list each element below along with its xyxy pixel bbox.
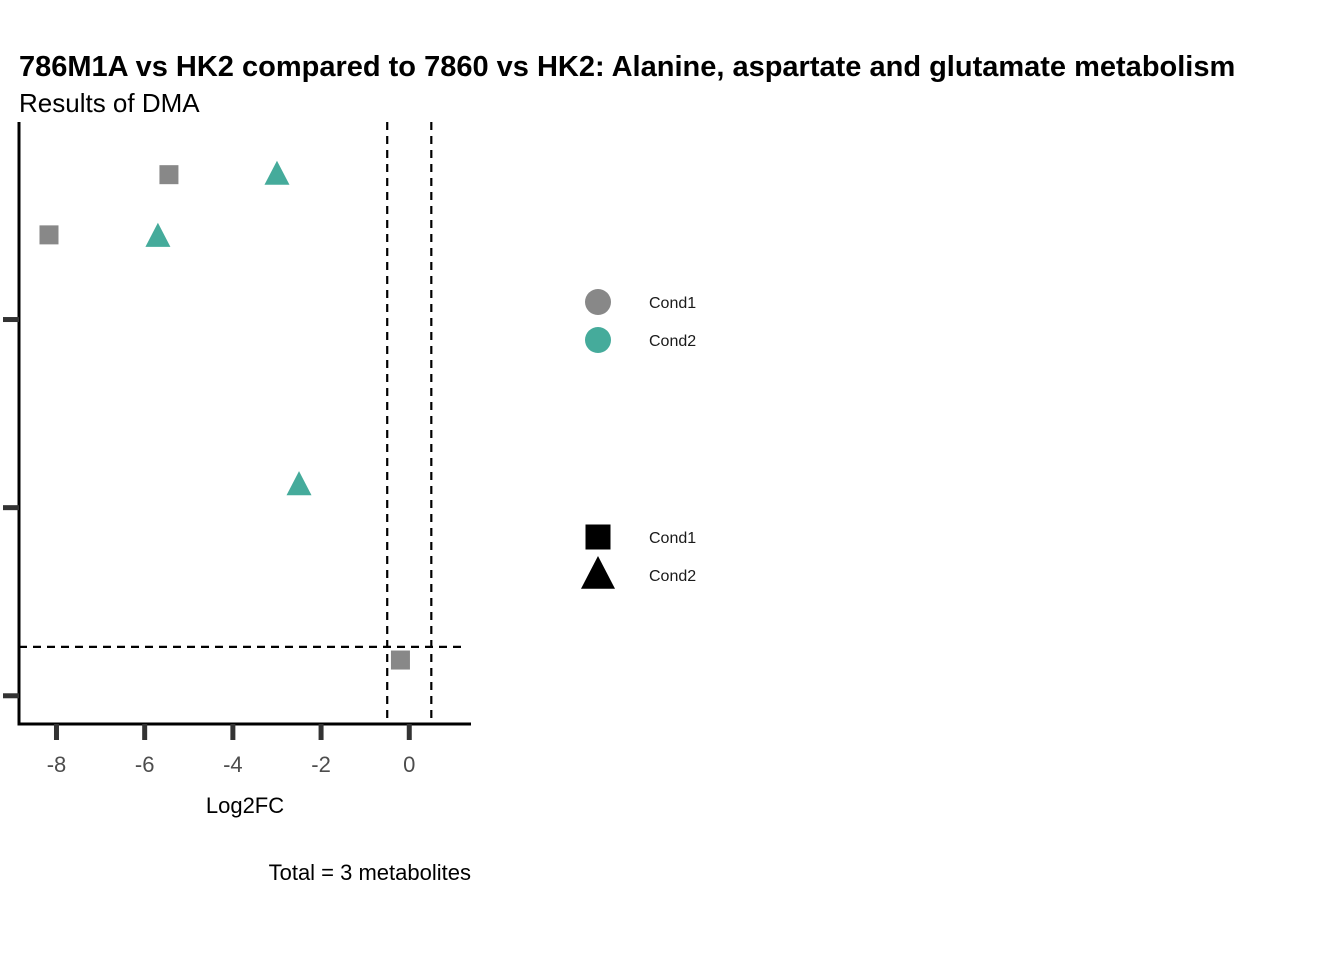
data-point-square [39, 225, 59, 245]
data-point-triangle [145, 222, 171, 247]
chart-title: 786M1A vs HK2 compared to 7860 vs HK2: A… [19, 51, 1235, 83]
chart-subtitle: Results of DMA [19, 88, 200, 118]
legend-color-label: Cond2 [649, 333, 696, 350]
legend-shape-label: Cond2 [649, 568, 696, 585]
x-tick-label: -2 [311, 752, 331, 777]
x-tick-label: -8 [47, 752, 67, 777]
x-tick-label: -4 [223, 752, 243, 777]
legend-color-label: Cond1 [649, 295, 696, 312]
legend-color-key [585, 289, 611, 315]
shape-legend: Cond1 Cond2 [581, 524, 696, 589]
chart-caption: Total = 3 metabolites [269, 860, 471, 885]
legend-shape-key [581, 556, 615, 589]
data-point-triangle [286, 471, 312, 496]
legend-color-key [585, 327, 611, 353]
data-point-square [390, 650, 410, 670]
x-tick-label: -6 [135, 752, 155, 777]
x-tick-label: 0 [403, 752, 415, 777]
x-axis-title: Log2FC [206, 793, 284, 818]
plot-area: -8 -6 -4 -2 0 [3, 122, 471, 777]
legend-shape-label: Cond1 [649, 530, 696, 547]
data-point-triangle [264, 160, 290, 185]
legend-shape-key [585, 524, 611, 550]
data-point-square [159, 165, 179, 185]
color-legend: Cond1 Cond2 [585, 289, 696, 353]
